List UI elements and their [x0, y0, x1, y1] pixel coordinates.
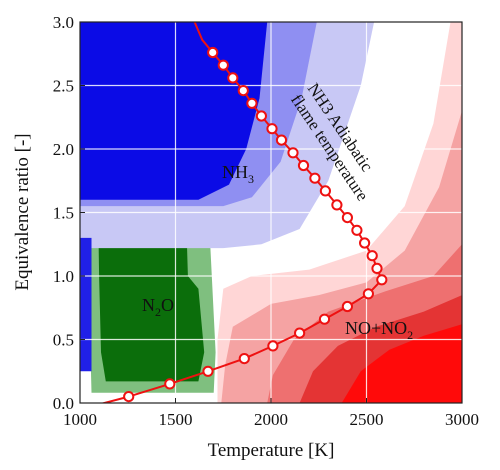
- y-tick-label: 2.5: [53, 77, 74, 96]
- y-tick-label: 2.0: [53, 140, 74, 159]
- series-point: [237, 85, 249, 97]
- nox-label-sub: 2: [407, 328, 413, 342]
- series-point: [202, 365, 214, 377]
- series-point: [238, 353, 250, 365]
- nh3-label-main: NH: [222, 162, 248, 182]
- series-point: [164, 378, 176, 390]
- y-tick-label: 1.5: [53, 204, 74, 223]
- y-axis-label: Equivalence ratio [-]: [12, 133, 33, 290]
- y-ticks: 0.0 0.5 1.0 1.5 2.0 2.5 3.0: [53, 13, 85, 413]
- y-tick-label: 1.0: [53, 267, 74, 286]
- series-point: [341, 212, 353, 224]
- series-point: [266, 123, 278, 135]
- series-point: [341, 300, 353, 313]
- x-tick-label: 1000: [63, 410, 97, 429]
- series-point: [287, 147, 299, 159]
- n2o-label: N2O: [142, 295, 174, 319]
- series-point: [318, 313, 331, 325]
- grid-lines: [80, 22, 462, 403]
- nox-label: NO+NO2: [345, 318, 413, 342]
- series-point: [331, 199, 343, 211]
- x-tick-label: 1500: [159, 410, 193, 429]
- series-point: [255, 110, 267, 122]
- y-tick-label: 0.0: [53, 394, 74, 413]
- region-no-no2-peak: [341, 324, 462, 403]
- x-tick-label: 3000: [445, 410, 479, 429]
- x-ticks: 1000 1500 2000 2500 3000: [63, 398, 479, 429]
- series-point: [309, 172, 321, 184]
- nh3-label: NH3: [222, 162, 254, 186]
- y-tick-label: 0.5: [53, 331, 74, 350]
- series-point: [371, 262, 383, 274]
- series-point: [294, 327, 306, 339]
- series-point: [351, 224, 363, 236]
- n2o-label-post: O: [161, 295, 174, 315]
- series-point: [217, 59, 229, 71]
- series-point: [359, 237, 371, 249]
- series-point: [297, 159, 310, 172]
- nh3-label-sub: 3: [248, 172, 254, 186]
- region-nh3-edge: [80, 237, 92, 372]
- series-point: [275, 134, 288, 146]
- series-point: [362, 288, 374, 300]
- flame-temperature-series: [100, 22, 388, 403]
- series-point: [123, 391, 135, 403]
- series-point: [366, 250, 378, 262]
- series-point: [376, 274, 388, 286]
- x-tick-label: 2500: [350, 410, 384, 429]
- series-point: [207, 46, 219, 59]
- series-point: [246, 97, 258, 109]
- series-point: [319, 185, 331, 197]
- n2o-label-pre: N: [142, 295, 155, 315]
- x-tick-label: 2000: [254, 410, 288, 429]
- series-point: [267, 340, 279, 352]
- x-axis-label: Temperature [K]: [208, 440, 335, 461]
- contour-regions: [80, 22, 462, 403]
- series-point: [227, 72, 239, 84]
- y-tick-label: 3.0: [53, 13, 74, 32]
- n2o-label-sub: 2: [155, 305, 161, 319]
- nox-label-pre: NO+NO: [345, 318, 407, 338]
